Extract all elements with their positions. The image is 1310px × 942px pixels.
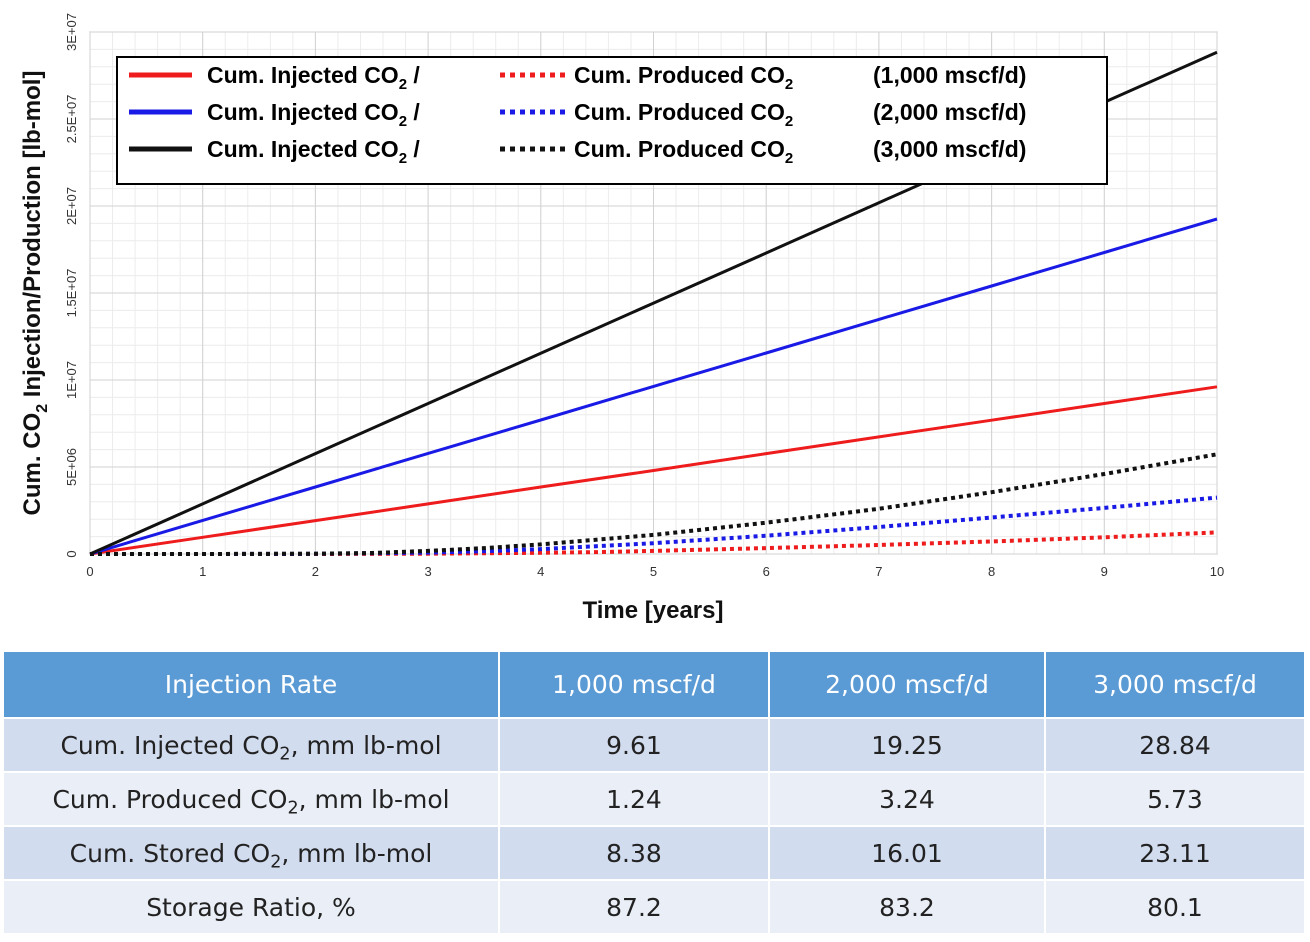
y-tick-label: 5E+06 — [64, 448, 79, 486]
legend-box — [116, 56, 1108, 185]
x-tick-label: 1 — [199, 564, 206, 579]
x-tick-label: 2 — [312, 564, 319, 579]
x-tick-label: 3 — [424, 564, 431, 579]
table-row: Cum. Stored CO2, mm lb-mol 8.38 16.01 23… — [2, 825, 1306, 881]
line-chart: 0 1 2 3 4 5 6 7 8 9 10 0 5E+06 1E+07 1.5E+07 2E+07 2.5E… — [19, 13, 1224, 624]
injected-series-line-0 — [89, 385, 1218, 556]
y-axis-title: Cum. CO2 Injection/Production [lb-mol] — [19, 71, 51, 516]
table-row: Storage Ratio, % 87.2 83.2 80.1 — [2, 879, 1306, 935]
y-tick-label: 3E+07 — [64, 13, 79, 51]
table-cell: 1.24 — [498, 771, 770, 827]
row-label: Cum. Stored CO2, mm lb-mol — [2, 825, 500, 881]
x-axis-title: Time [years] — [583, 597, 724, 624]
table-cell: 16.01 — [768, 825, 1046, 881]
table-row: Cum. Injected CO2, mm lb-mol 9.61 19.25 … — [2, 717, 1306, 773]
x-tick-label: 8 — [988, 564, 995, 579]
table-header-row: Injection Rate 1,000 mscf/d 2,000 mscf/d… — [2, 650, 1306, 719]
y-tick-label: 0 — [64, 550, 79, 557]
x-tick-label: 7 — [875, 564, 882, 579]
header-rate-2000: 2,000 mscf/d — [768, 650, 1046, 719]
row-label: Cum. Produced CO2, mm lb-mol — [2, 771, 500, 827]
x-tick-label: 5 — [650, 564, 657, 579]
y-axis-title-sub: 2 — [34, 404, 51, 413]
table-cell: 23.11 — [1044, 825, 1306, 881]
table-cell: 80.1 — [1044, 879, 1306, 935]
y-tick-labels: 0 5E+06 1E+07 1.5E+07 2E+07 2.5E+07 3E+07 — [64, 13, 79, 558]
y-axis-title-part1: Cum. — [19, 449, 46, 516]
table-cell: 19.25 — [768, 717, 1046, 773]
legend-injected-label: Cum. Injected CO2 / — [207, 99, 420, 130]
y-tick-label: 2E+07 — [64, 187, 79, 225]
legend-rate-label: (1,000 mscf/d) — [873, 62, 1026, 88]
y-axis-title-co: CO — [19, 413, 46, 449]
table-cell: 9.61 — [498, 717, 770, 773]
header-rate-1000: 1,000 mscf/d — [498, 650, 770, 719]
x-tick-label: 6 — [763, 564, 770, 579]
table-cell: 28.84 — [1044, 717, 1306, 773]
produced-series-line-4 — [90, 495, 1218, 556]
y-axis-title-part2: Injection/Production [lb-mol] — [19, 71, 46, 404]
legend-produced-label: Cum. Produced CO2 — [574, 136, 793, 167]
x-tick-label: 9 — [1101, 564, 1108, 579]
legend-injected-label: Cum. Injected CO2 / — [207, 136, 420, 167]
legend-rate-label: (2,000 mscf/d) — [873, 99, 1026, 125]
produced-series-line-5 — [90, 452, 1218, 556]
row-label: Storage Ratio, % — [2, 879, 500, 935]
legend: Cum. Injected CO2 / Cum. Produced CO2 (1,0… — [116, 56, 1108, 185]
row-label: Cum. Injected CO2, mm lb-mol — [2, 717, 500, 773]
x-tick-labels: 0 1 2 3 4 5 6 7 8 9 10 — [86, 564, 1224, 579]
table-row: Cum. Produced CO2, mm lb-mol 1.24 3.24 5… — [2, 771, 1306, 827]
y-tick-label: 2.5E+07 — [64, 95, 79, 144]
injected-series-line-1 — [89, 217, 1218, 556]
x-tick-label: 0 — [86, 564, 93, 579]
produced-series-line-3 — [90, 530, 1218, 556]
table-cell: 3.24 — [768, 771, 1046, 827]
table-cell: 87.2 — [498, 879, 770, 935]
header-injection-rate: Injection Rate — [2, 650, 500, 719]
x-tick-label: 10 — [1210, 564, 1224, 579]
y-tick-label: 1.5E+07 — [64, 269, 79, 318]
legend-produced-label: Cum. Produced CO2 — [574, 62, 793, 93]
y-tick-label: 1E+07 — [64, 361, 79, 399]
table-cell: 5.73 — [1044, 771, 1306, 827]
legend-injected-label: Cum. Injected CO2 / — [207, 62, 420, 93]
x-tick-label: 4 — [537, 564, 544, 579]
table-cell: 83.2 — [768, 879, 1046, 935]
header-rate-3000: 3,000 mscf/d — [1044, 650, 1306, 719]
legend-produced-label: Cum. Produced CO2 — [574, 99, 793, 130]
table-cell: 8.38 — [498, 825, 770, 881]
summary-table: Injection Rate 1,000 mscf/d 2,000 mscf/d… — [2, 650, 1306, 935]
legend-rate-label: (3,000 mscf/d) — [873, 136, 1026, 162]
